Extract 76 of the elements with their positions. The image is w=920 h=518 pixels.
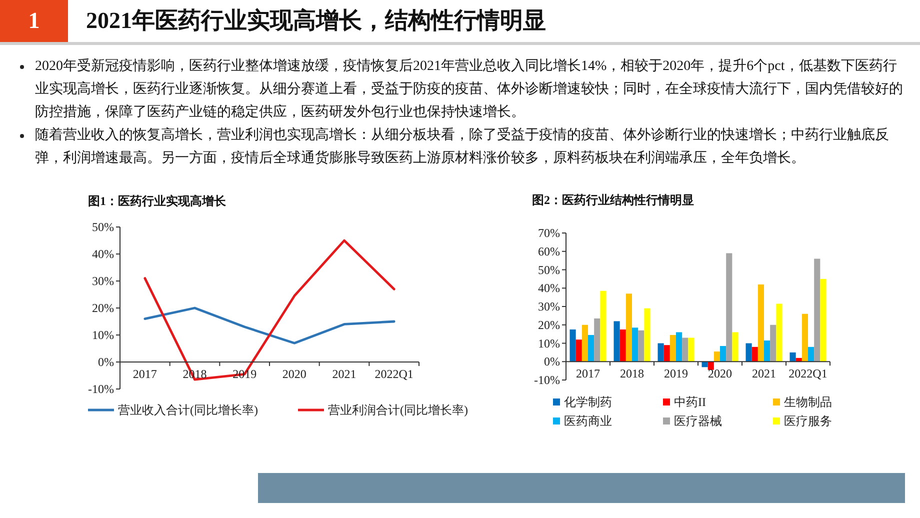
line-series (144, 306, 396, 344)
legend-label: 中药II (674, 395, 706, 409)
bar (682, 338, 688, 362)
bar (626, 294, 632, 362)
bar (638, 330, 644, 362)
bar (644, 308, 650, 362)
legend-label: 营业利润合计(同比增长率) (328, 403, 468, 417)
y-tick-label: 20% (92, 301, 114, 315)
bar (714, 352, 720, 362)
legend-label: 营业收入合计(同比增长率) (118, 403, 258, 417)
y-tick-label: 50% (538, 262, 560, 277)
x-tick-label: 2021 (332, 367, 356, 381)
chart-title: 图2：医药行业结构性行情明显 (532, 193, 694, 207)
legend-label: 生物制品 (784, 395, 832, 409)
bar (764, 340, 770, 362)
x-tick-label: 2022Q1 (374, 367, 414, 381)
bar (620, 329, 626, 362)
y-tick-label: 20% (538, 318, 560, 332)
bar (814, 258, 820, 362)
text: 1 (27, 7, 41, 35)
y-tick-label: 30% (538, 300, 560, 314)
bar (776, 304, 782, 362)
x-tick-label: 2019 (664, 366, 688, 381)
y-tick-label: 10% (538, 336, 560, 350)
bar (752, 346, 758, 362)
bar (658, 343, 664, 362)
bar (594, 318, 600, 362)
x-tick-label: 2017 (576, 366, 600, 381)
y-tick-label: 50% (92, 220, 114, 234)
y-tick-label: 0% (544, 354, 560, 369)
bar (588, 334, 594, 362)
legend-label: 医疗服务 (784, 414, 832, 428)
bar (570, 329, 576, 362)
bar (676, 332, 682, 362)
bar (614, 321, 620, 362)
bar (746, 343, 752, 362)
x-tick-label: 2020 (282, 367, 306, 381)
bar (770, 324, 776, 362)
bar (632, 328, 638, 362)
bar (720, 346, 726, 362)
bar (708, 362, 714, 370)
x-tick-label: 2018 (620, 366, 644, 381)
chart-title: 图1：医药行业实现高增长 (88, 194, 227, 208)
bar (808, 346, 814, 362)
bar (732, 332, 738, 362)
bar (758, 284, 764, 362)
bar (726, 253, 732, 362)
bar (702, 362, 708, 368)
bar (664, 345, 670, 362)
x-tick-label: 2022Q1 (788, 366, 828, 381)
bar (790, 352, 796, 362)
x-tick-label: 2020 (708, 366, 732, 381)
bar (688, 338, 694, 362)
legend-label: 医药商业 (564, 414, 612, 428)
bar (670, 334, 676, 362)
bar (576, 340, 582, 362)
legend-label: 医疗器械 (674, 414, 722, 428)
y-tick-label: -10% (88, 382, 114, 396)
x-tick-label: 2021 (752, 366, 776, 381)
y-tick-label: -10% (534, 373, 560, 387)
bar (802, 314, 808, 362)
y-tick-label: 40% (92, 247, 114, 261)
y-tick-label: 40% (538, 281, 560, 296)
x-tick-label: 2017 (132, 367, 157, 381)
bar (600, 290, 606, 362)
bar (820, 278, 826, 362)
text: 2021年医药行业实现高增长，结构性行情明显 (86, 7, 546, 35)
y-tick-label: 0% (98, 355, 114, 369)
y-tick-label: 10% (92, 328, 114, 342)
legend-label: 化学制药 (564, 395, 612, 409)
bar (582, 324, 588, 362)
text: 随着营业收入的恢复高增长，营业利润也实现高增长：从细分板块看，除了受益于疫情的疫苗、体外诊断行业的快速增长；中药行业触底反弹，利润增速最高。另一方面，疫情后全球通货膨胀导致医药上游原材料涨价较多，原料药板块在利润端承压，全年负增长。 (35, 128, 889, 166)
y-tick-label: 70% (538, 226, 560, 240)
y-tick-label: 30% (92, 274, 114, 288)
text: 2020年受新冠疫情影响，医药行业整体增速放缓，疫情恢复后2021年营业总收入同比增长14%，相较于2020年，提升6个pct，低基数下医药行业实现高增长，医药行业逐渐恢复。从细分赛道上看，受益于防疫的疫苗、体外诊断增速较快；同时，在全球疫情大流行下，国内凭借较好的防控措施，保障了医药产业链的稳定供应，医药研发外包行业也保持快速增长。 (35, 59, 903, 120)
y-tick-label: 60% (538, 244, 560, 258)
